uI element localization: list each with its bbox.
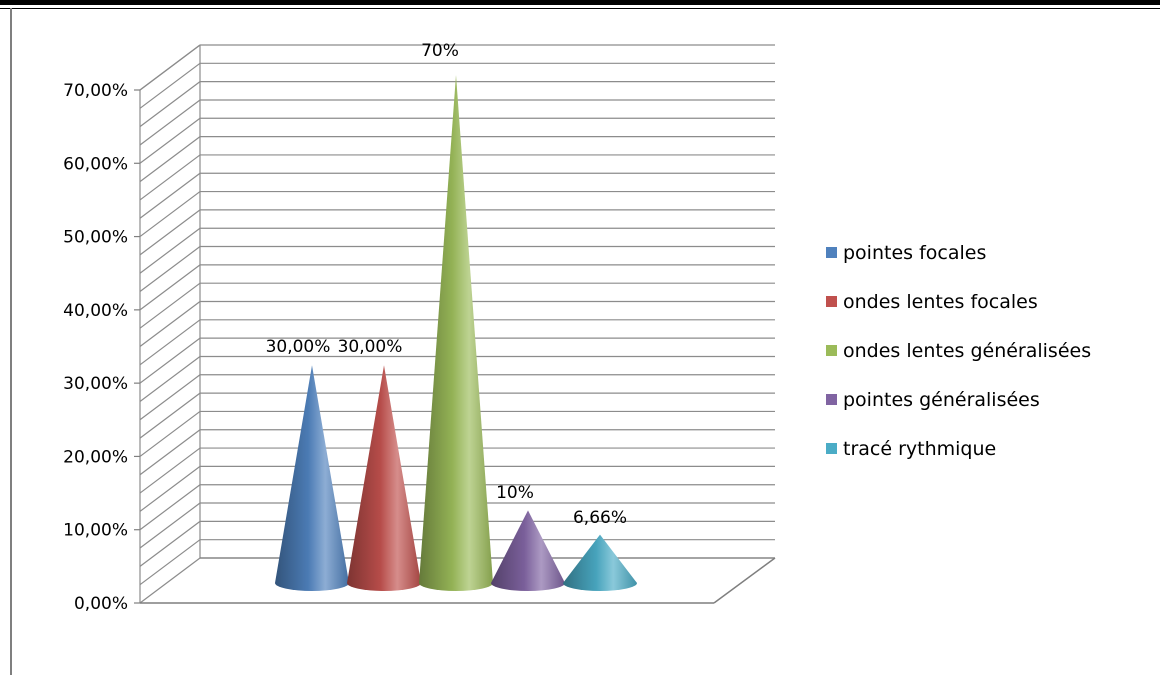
side-gridline [139,410,201,457]
y-tick-label: 30,00% [63,374,128,394]
legend-item: ondes lentes focales [826,277,1091,326]
legend-item: pointes focales [826,228,1091,277]
frame-top-border-thin [0,8,1160,9]
side-gridline [139,209,201,256]
legend-item: ondes lentes généralisées [826,326,1091,375]
side-wall-top-edge [139,44,201,91]
floor-right-edge [713,557,776,604]
side-gridline [139,392,201,439]
side-gridline [139,557,201,604]
data-label: 30,00% [338,337,403,357]
frame-top-border [0,0,1160,5]
legend-item: tracé rythmique [826,424,1091,473]
side-gridline [139,484,201,531]
chart-legend: pointes focales ondes lentes focales ond… [826,228,1091,473]
side-gridline [139,191,201,238]
legend-swatch [826,296,837,307]
legend-label: tracé rythmique [843,437,997,460]
legend-swatch [826,345,837,356]
legend-label: pointes focales [843,241,987,264]
legend-swatch [826,247,837,258]
legend-swatch [826,443,837,454]
legend-label: ondes lentes focales [843,290,1038,313]
side-gridline [139,99,201,146]
cone-body [419,75,493,591]
legend-swatch [826,394,837,405]
data-label: 6,66% [573,508,627,528]
side-gridline [139,355,201,402]
legend-label: pointes généralisées [843,388,1040,411]
y-tick-label: 60,00% [63,154,128,174]
data-label: 30,00% [266,337,331,357]
side-gridline [139,447,201,494]
legend-label: ondes lentes généralisées [843,339,1092,362]
side-gridline [139,337,201,384]
cone-body [563,534,637,591]
data-label: 10% [496,483,534,503]
side-gridline [139,502,201,549]
cone [275,365,349,591]
side-gridline [139,81,201,128]
side-gridline [139,227,201,274]
cone [491,510,565,591]
side-gridline [139,539,201,586]
frame-left-border [10,8,12,675]
side-gridline [139,520,201,567]
y-tick-label: 20,00% [63,447,128,467]
side-gridline [139,246,201,293]
side-gridline [139,172,201,219]
y-tick-label: 70,00% [63,81,128,101]
y-tick-label: 50,00% [63,228,128,248]
side-gridline [139,429,201,476]
side-gridline [139,154,201,201]
side-gridline [139,136,201,183]
cone-body [347,365,421,591]
cone [563,534,637,591]
side-gridline [139,264,201,311]
cone [419,75,493,591]
legend-item: pointes généralisées [826,375,1091,424]
data-labels: 30,00% 30,00% 70% 10% 6,66% [266,41,627,528]
side-gridline [139,319,201,366]
side-gridline [139,117,201,164]
cone-body [491,510,565,591]
data-label: 70% [421,41,459,61]
y-tick-label: 0,00% [74,594,128,614]
side-gridline [139,301,201,347]
chart-cones [275,75,637,591]
side-gridline [139,374,201,421]
cone [347,365,421,591]
y-tick-label: 10,00% [63,521,128,541]
side-gridline [139,62,201,109]
cone-body [275,365,349,591]
y-tick-label: 40,00% [63,301,128,321]
side-gridline [139,282,201,329]
side-gridline [139,465,201,512]
y-axis-tick-labels: 0,00% 10,00% 20,00% 30,00% 40,00% 50,00% 60,00… [63,81,128,614]
